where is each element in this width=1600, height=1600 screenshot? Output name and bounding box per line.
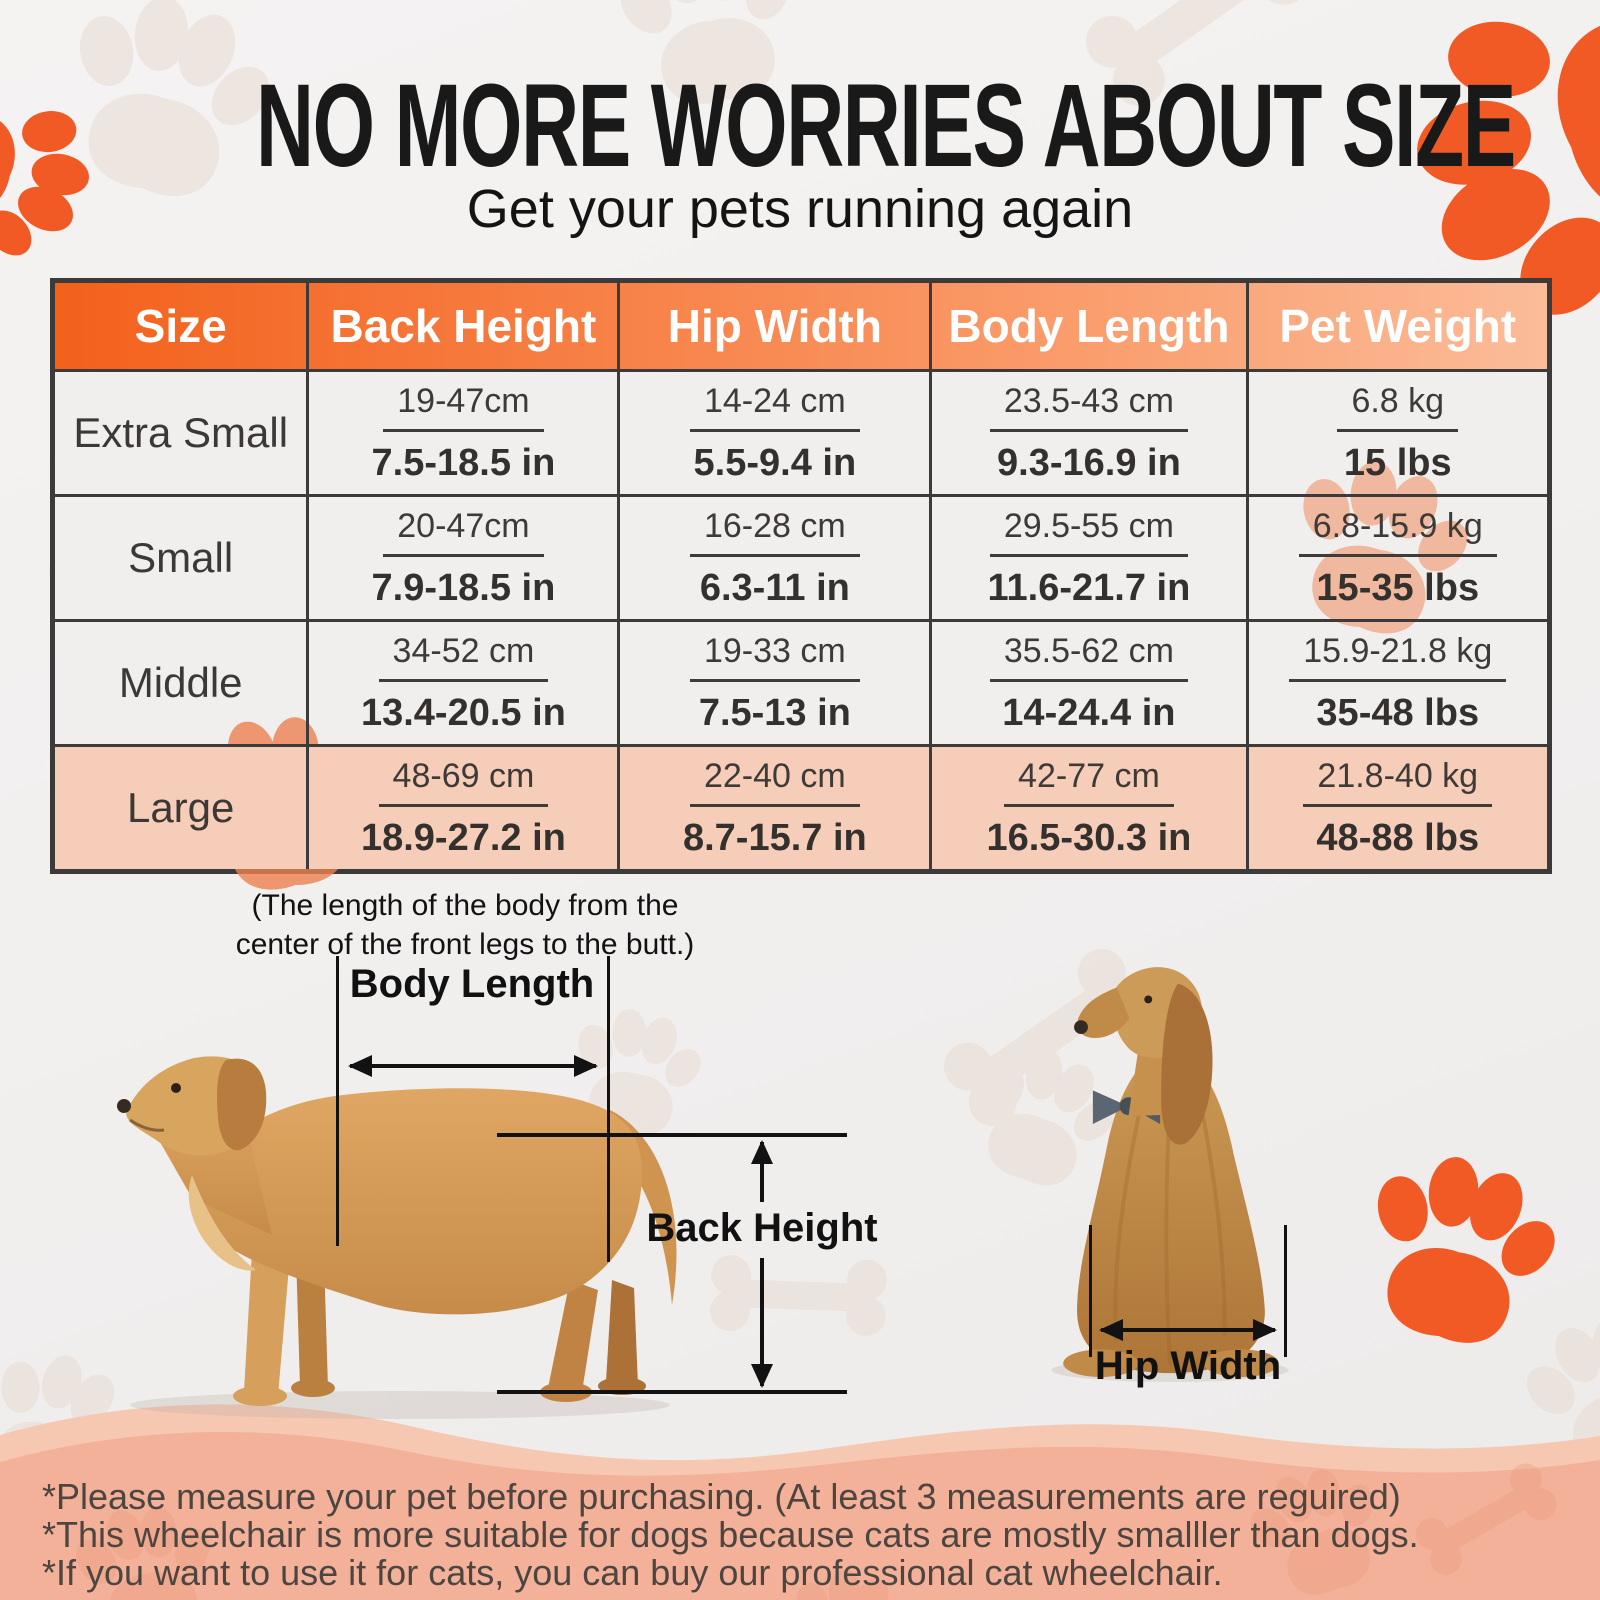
metric-value: 34-52 cm (378, 632, 549, 682)
metric-value: 6.8-15.9 kg (1298, 507, 1497, 557)
imperial-value: 16.5-30.3 in (986, 816, 1192, 859)
size-chart-table: Size Back Height Hip Width Body Length P… (50, 278, 1552, 904)
back-height-arrow-top (751, 1140, 773, 1202)
measurement-cell: 42-77 cm 16.5-30.3 in (932, 747, 1249, 869)
measurement-cell: 48-69 cm 18.9-27.2 in (309, 747, 621, 869)
metric-value: 35.5-62 cm (989, 632, 1188, 682)
imperial-value: 11.6-21.7 in (987, 566, 1191, 609)
caption-line-2: center of the front legs to the butt.) (235, 928, 695, 961)
footnote-3: *If you want to use it for cats, you can… (42, 1552, 1223, 1593)
imperial-value: 9.3-16.9 in (997, 441, 1181, 484)
imperial-value: 7.5-18.5 in (371, 441, 556, 484)
size-label: Extra Small (73, 409, 289, 456)
measurement-cell: 14-24 cm 5.5-9.4 in (620, 372, 933, 494)
paw-decoration-right-middle (1339, 1135, 1580, 1362)
metric-value: 21.8-40 kg (1303, 757, 1493, 807)
body-length-arrow (348, 1055, 598, 1077)
metric-value: 19-33 cm (689, 632, 860, 682)
imperial-value: 5.5-9.4 in (693, 441, 857, 484)
measurement-cell: 19-33 cm 7.5-13 in (620, 622, 933, 744)
table-row-small: Small 20-47cm 7.9-18.5 in 16-28 cm 6.3-11 … (55, 497, 1547, 622)
hip-width-label: Hip Width (1094, 1344, 1282, 1388)
metric-value: 23.5-43 cm (989, 382, 1188, 432)
back-height-arrow-bottom (751, 1258, 773, 1388)
measurement-cell: 29.5-55 cm 11.6-21.7 in (932, 497, 1249, 619)
body-length-guide-left (336, 956, 339, 1246)
hip-width-arrow (1099, 1319, 1277, 1341)
metric-value: 42-77 cm (1004, 757, 1174, 807)
column-header-body-length: Body Length (932, 283, 1249, 369)
body-length-label: Body Length (349, 962, 595, 1006)
hip-width-guide-right (1284, 1225, 1287, 1357)
body-length-caption: (The length of the body from the center … (230, 886, 700, 964)
page-title: NO MORE WORRIES ABOUT SIZE (256, 60, 1516, 192)
paw-decoration-top-left (0, 73, 112, 280)
column-header-back-height: Back Height (309, 283, 621, 369)
measurement-cell: 21.8-40 kg 48-88 lbs (1249, 747, 1547, 869)
page-subtitle: Get your pets running again (466, 179, 1134, 239)
column-header-hip-width: Hip Width (620, 283, 933, 369)
measurement-cell: 6.8 kg 15 lbs (1249, 372, 1547, 494)
column-header-size: Size (55, 283, 310, 369)
footnotes: *Please measure your pet before purchasi… (42, 1478, 1582, 1592)
measurement-cell: 15.9-21.8 kg 35-48 lbs (1249, 622, 1547, 744)
size-label: Middle (118, 659, 243, 706)
measurement-cell: 22-40 cm 8.7-15.7 in (620, 747, 933, 869)
metric-value: 15.9-21.8 kg (1289, 632, 1507, 682)
imperial-value: 7.9-18.5 in (371, 566, 556, 609)
imperial-value: 14-24.4 in (1002, 691, 1176, 734)
imperial-value: 35-48 lbs (1316, 691, 1480, 734)
caption-line-1: (The length of the body from the (251, 889, 679, 922)
imperial-value: 15-35 lbs (1316, 566, 1480, 609)
imperial-value: 15 lbs (1343, 441, 1452, 484)
imperial-value: 13.4-20.5 in (360, 691, 566, 734)
column-header-pet-weight: Pet Weight (1279, 300, 1517, 352)
table-row-middle: Middle 34-52 cm 13.4-20.5 in 19-33 cm 7.5-… (55, 622, 1547, 747)
footnote-2: *This wheelchair is more suitable for do… (42, 1514, 1419, 1555)
ground-line (497, 1390, 847, 1394)
hip-width-guide-left (1089, 1225, 1092, 1357)
metric-value: 20-47cm (383, 507, 544, 557)
metric-value: 22-40 cm (689, 757, 860, 807)
back-height-label: Back Height (646, 1206, 878, 1250)
size-label: Small (128, 534, 234, 581)
measurement-cell: 16-28 cm 6.3-11 in (620, 497, 933, 619)
back-top-line (497, 1133, 847, 1137)
measurement-cell: 20-47cm 7.9-18.5 in (309, 497, 621, 619)
table-row-extra-small: Extra Small 19-47cm 7.5-18.5 in 14-24 cm 5… (55, 372, 1547, 497)
standing-dog-photo (117, 1056, 677, 1419)
imperial-value: 8.7-15.7 in (682, 816, 867, 859)
imperial-value: 6.3-11 in (699, 566, 850, 609)
metric-value: 16-28 cm (689, 507, 860, 557)
measurement-cell: 6.8-15.9 kg 15-35 lbs (1249, 497, 1547, 619)
measurement-cell: 23.5-43 cm 9.3-16.9 in (932, 372, 1249, 494)
metric-value: 29.5-55 cm (989, 507, 1188, 557)
metric-value: 14-24 cm (689, 382, 860, 432)
table-row-large: Large 48-69 cm 18.9-27.2 in 22-40 cm 8.7-1… (55, 747, 1547, 869)
size-label: Large (126, 784, 235, 831)
imperial-value: 48-88 lbs (1316, 816, 1480, 859)
metric-value: 19-47cm (383, 382, 544, 432)
metric-value: 48-69 cm (378, 757, 549, 807)
measurement-cell: 19-47cm 7.5-18.5 in (309, 372, 621, 494)
imperial-value: 18.9-27.2 in (360, 816, 566, 859)
table-header-row: Size Back Height Hip Width Body Length P… (55, 283, 1547, 372)
imperial-value: 7.5-13 in (698, 691, 851, 734)
footnote-1: *Please measure your pet before purchasi… (42, 1476, 1401, 1517)
measurement-cell: 34-52 cm 13.4-20.5 in (309, 622, 621, 744)
metric-value: 6.8 kg (1337, 382, 1459, 432)
measurement-cell: 35.5-62 cm 14-24.4 in (932, 622, 1249, 744)
